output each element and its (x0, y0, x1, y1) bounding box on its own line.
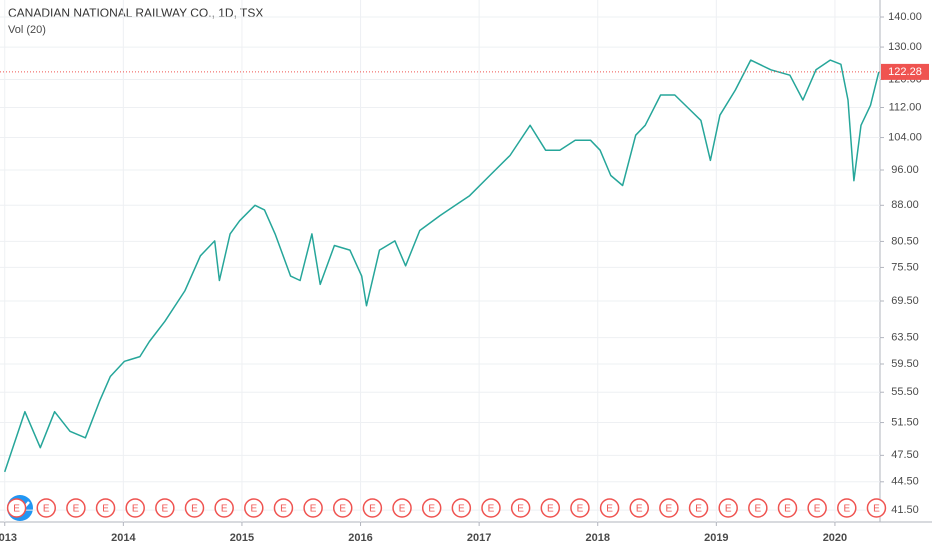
x-tick-label: 2016 (348, 532, 372, 544)
event-label: E (547, 504, 554, 515)
event-label: E (339, 504, 346, 515)
event-marker (599, 498, 620, 518)
last-price-box (881, 63, 929, 80)
event-marker (866, 498, 887, 518)
event-marker (570, 498, 590, 518)
indicator-label: Vol (20) (8, 24, 46, 36)
event-marker (362, 498, 383, 518)
event-marker (392, 498, 412, 518)
event-label: E (310, 504, 317, 515)
y-tick-label: 140.00 (888, 11, 922, 23)
event-label: E (369, 504, 376, 515)
event-marker (777, 498, 798, 518)
y-tick-label: 69.50 (891, 295, 919, 307)
x-tick-label: 2015 (230, 532, 254, 544)
y-tick-label: 47.50 (891, 449, 919, 461)
y-tick-label: 55.50 (891, 386, 919, 398)
event-label: E (458, 504, 465, 515)
y-tick-label: 51.50 (891, 416, 919, 428)
y-tick-label: 80.50 (891, 235, 919, 247)
x-tick-label: 2020 (823, 532, 847, 544)
y-tick-label: 59.50 (891, 358, 919, 370)
event-label: E (843, 504, 850, 515)
y-tick-label: 96.00 (891, 164, 919, 176)
event-marker (540, 498, 561, 518)
event-label: E (636, 504, 643, 515)
event-label: E (695, 504, 702, 515)
event-label: E (132, 504, 139, 515)
x-tick-label: 2014 (111, 532, 136, 544)
event-marker (510, 498, 531, 518)
event-label: E (873, 504, 880, 515)
event-marker (303, 498, 323, 518)
x-tick-label: 2019 (704, 532, 728, 544)
event-label: E (399, 504, 406, 515)
y-tick-label: 44.50 (891, 476, 919, 488)
event-marker (748, 498, 768, 518)
event-marker (184, 498, 205, 518)
y-tick-label: 112.00 (889, 101, 922, 113)
event-marker (36, 498, 57, 518)
event-marker (807, 498, 827, 518)
event-label: E (784, 504, 791, 515)
event-marker (125, 498, 145, 518)
event-marker (718, 498, 738, 518)
y-tick-label: 75.50 (891, 261, 919, 273)
event-label: E (221, 504, 228, 515)
event-label: E (191, 504, 198, 515)
y-tick-label: 88.00 (891, 199, 919, 211)
event-label: E (666, 504, 673, 515)
event-label: E (814, 504, 821, 515)
event-marker (481, 498, 501, 518)
event-label: E (43, 504, 50, 515)
event-marker (214, 498, 234, 518)
event-marker (95, 498, 116, 518)
event-marker (837, 498, 857, 518)
event-marker (332, 498, 353, 518)
event-label: E (606, 504, 613, 515)
event-label: E (755, 504, 762, 515)
event-label: E (73, 504, 80, 515)
chart-title: CANADIAN NATIONAL RAILWAY CO., 1D, TSX (8, 6, 263, 20)
event-label: E (428, 504, 435, 515)
event-label: E (517, 504, 524, 515)
event-marker (421, 498, 442, 518)
event-marker (244, 498, 264, 518)
event-label: E (13, 504, 20, 515)
event-label: E (725, 504, 732, 515)
x-tick-label: 2018 (585, 532, 609, 544)
event-marker (688, 498, 709, 518)
y-tick-label: 130.00 (888, 41, 922, 53)
event-marker (451, 498, 472, 518)
event-marker (659, 498, 679, 518)
last-price-label: 122.28 (888, 66, 922, 78)
price-line (3, 59, 880, 473)
x-tick-label: 2013 (0, 532, 17, 544)
event-marker (66, 498, 86, 518)
event-label: E (162, 504, 169, 515)
x-tick-label: 2017 (467, 532, 491, 544)
event-label: E (488, 504, 495, 515)
event-label: E (577, 504, 584, 515)
y-tick-label: 41.50 (891, 504, 919, 516)
y-tick-label: 104.00 (888, 131, 922, 143)
event-label: E (280, 504, 287, 515)
event-marker (155, 498, 175, 518)
event-label: E (102, 504, 109, 515)
event-marker (273, 498, 294, 518)
y-tick-label: 63.50 (891, 332, 919, 344)
event-marker (629, 498, 649, 518)
event-label: E (250, 504, 257, 515)
event-marker (6, 498, 27, 518)
